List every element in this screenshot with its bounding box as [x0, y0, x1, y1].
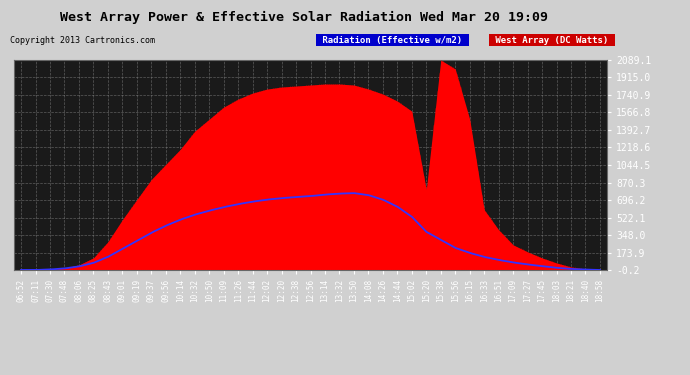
Text: Radiation (Effective w/m2): Radiation (Effective w/m2): [317, 36, 468, 45]
Text: West Array (DC Watts): West Array (DC Watts): [490, 36, 613, 45]
Text: Copyright 2013 Cartronics.com: Copyright 2013 Cartronics.com: [10, 36, 155, 45]
Text: West Array Power & Effective Solar Radiation Wed Mar 20 19:09: West Array Power & Effective Solar Radia…: [59, 11, 548, 24]
